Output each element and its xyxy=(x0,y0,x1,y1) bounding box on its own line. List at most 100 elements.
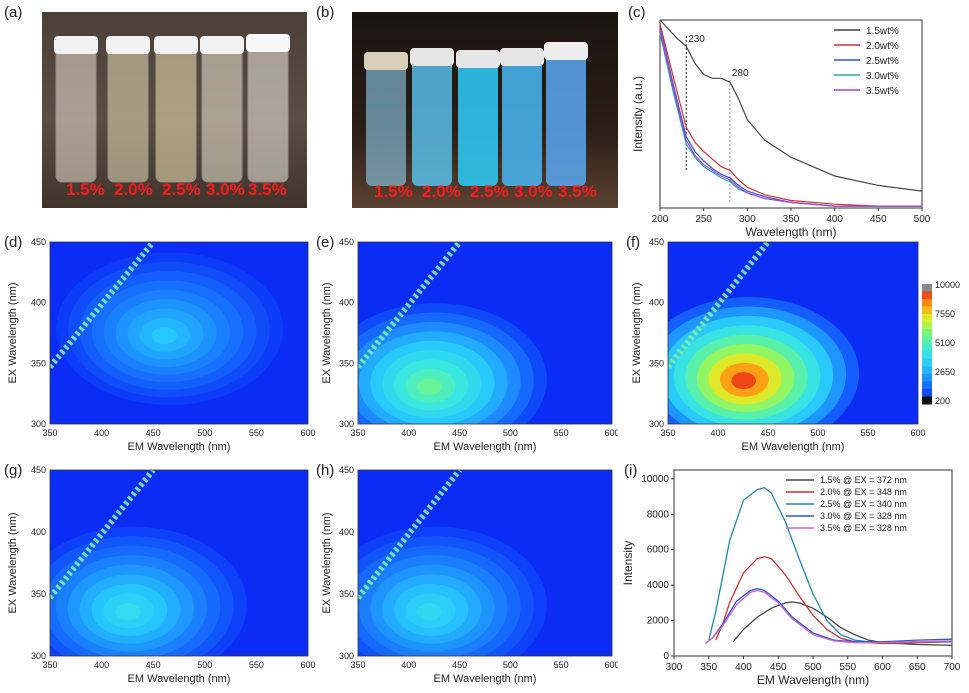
x-tick-label: 550 xyxy=(249,428,264,438)
plot-frame xyxy=(357,469,613,657)
series-line xyxy=(659,19,923,192)
panel-label-a: (a) xyxy=(4,4,23,21)
y-tick-label: 350 xyxy=(649,358,664,368)
plot-frame xyxy=(49,469,309,657)
x-tick-label: 600 xyxy=(874,662,891,673)
series-line xyxy=(704,588,953,645)
vial-label-2.0: 2.0% xyxy=(422,182,461,201)
x-tick-label: 500 xyxy=(503,428,518,438)
x-tick-label: 450 xyxy=(452,660,467,670)
y-tick-label: 350 xyxy=(339,589,354,599)
x-tick-label: 500 xyxy=(197,660,212,670)
legend-label: 1.5wt% xyxy=(866,26,899,37)
y-axis-label: EX Wavelength (nm) xyxy=(321,512,333,613)
colorbar-segment xyxy=(922,291,932,300)
plot-frame xyxy=(49,241,309,425)
series-line xyxy=(659,27,922,207)
colorbar-segment xyxy=(922,321,932,330)
x-tick-label: 350 xyxy=(350,660,365,670)
map-layer xyxy=(50,242,308,424)
y-tick-label: 6000 xyxy=(647,545,670,556)
panel-label-g: (g) xyxy=(4,462,23,479)
x-tick-label: 500 xyxy=(197,428,212,438)
colorbar-segment xyxy=(922,351,932,360)
vial xyxy=(246,34,290,183)
vial xyxy=(500,48,544,186)
x-tick-label: 500 xyxy=(503,660,518,670)
x-tick-label: 600 xyxy=(910,428,925,438)
vial xyxy=(410,48,454,186)
colorbar-segment xyxy=(922,381,932,390)
colorbar: 10000 7550 5100 2650 200 xyxy=(922,280,960,406)
colorbar-tick-label: 10000 xyxy=(935,280,960,290)
y-axis-label: Intensity (a.u.) xyxy=(631,76,645,152)
colorbar-segment xyxy=(922,389,932,397)
legend-label: 3.5wt% xyxy=(866,86,899,97)
panel-label-f: (f) xyxy=(626,234,641,251)
pl-spectra-chart: 300 350 400 450 500 550 600 650 700 0 2000 4000 6000… xyxy=(621,469,961,687)
plot-frame xyxy=(667,241,919,425)
legend-label: 2.5wt% xyxy=(866,56,899,67)
vial xyxy=(200,36,244,183)
vial-label-1.5: 1.5% xyxy=(374,182,413,201)
vial xyxy=(544,42,588,186)
x-axis-label: EM Wavelength (nm) xyxy=(128,441,231,453)
x-tick-label: 500 xyxy=(805,662,822,673)
x-axis-label: Wavelength (nm) xyxy=(746,225,837,239)
x-tick-label: 350 xyxy=(42,660,57,670)
rayleigh-scatter-band xyxy=(358,242,462,369)
colorbar-segment xyxy=(922,329,932,337)
x-tick-label: 200 xyxy=(652,214,669,225)
vial xyxy=(154,36,198,183)
y-tick-label: 450 xyxy=(339,465,354,475)
vial xyxy=(364,52,408,186)
vial-label-2.5: 2.5% xyxy=(162,180,201,199)
x-tick-label: 400 xyxy=(401,428,416,438)
x-tick-label: 600 xyxy=(604,660,618,670)
rayleigh-scatter-band xyxy=(668,242,771,369)
x-axis-label: EM Wavelength (nm) xyxy=(757,673,869,687)
vial-label-3.5: 3.5% xyxy=(248,180,287,199)
x-tick-label: 650 xyxy=(909,662,926,673)
y-tick-label: 450 xyxy=(649,237,664,247)
y-tick-label: 300 xyxy=(339,651,354,661)
x-tick-label: 350 xyxy=(783,214,800,225)
x-tick-label: 550 xyxy=(249,660,264,670)
y-tick-label: 400 xyxy=(339,527,354,537)
series-line xyxy=(715,556,953,645)
vials-photo-daylight: 1.5% 2.0% 2.5% 3.0% 3.5% xyxy=(42,12,307,208)
y-tick-label: 400 xyxy=(31,527,46,537)
y-tick-label: 4000 xyxy=(647,580,670,591)
legend-label: 2.0% @ EX = 348 nm xyxy=(820,487,907,497)
colorbar-segment xyxy=(922,284,932,292)
contour-level xyxy=(417,603,443,621)
x-tick-label: 450 xyxy=(760,428,775,438)
y-tick-label: 450 xyxy=(31,237,46,247)
series-line xyxy=(704,589,953,645)
map-layer xyxy=(358,470,612,656)
vial xyxy=(106,36,150,183)
panel-label-b: (b) xyxy=(316,4,335,21)
vial xyxy=(456,50,500,186)
plot-frame xyxy=(357,241,613,425)
legend-label: 3.5% @ EX = 328 nm xyxy=(820,523,907,533)
x-tick-label: 400 xyxy=(735,662,752,673)
annotation-label: 280 xyxy=(732,68,749,79)
colorbar-segment xyxy=(922,344,932,352)
y-axis-label: EX Wavelength (nm) xyxy=(7,512,19,613)
contour-level xyxy=(731,372,756,390)
uv-vis-chart: 200 250 300 350 400 450 500 Wavelength (nm) Inte… xyxy=(631,19,931,239)
colorbar-tick-label: 2650 xyxy=(935,367,955,377)
contour-level xyxy=(151,327,177,345)
x-axis-label: EM Wavelength (nm) xyxy=(434,441,537,453)
panel-label-h: (h) xyxy=(316,462,335,479)
colorbar-segment xyxy=(922,336,932,345)
x-tick-label: 300 xyxy=(739,214,756,225)
colorbar-segment xyxy=(922,299,932,307)
x-tick-label: 400 xyxy=(826,214,843,225)
y-tick-label: 10000 xyxy=(641,474,669,485)
